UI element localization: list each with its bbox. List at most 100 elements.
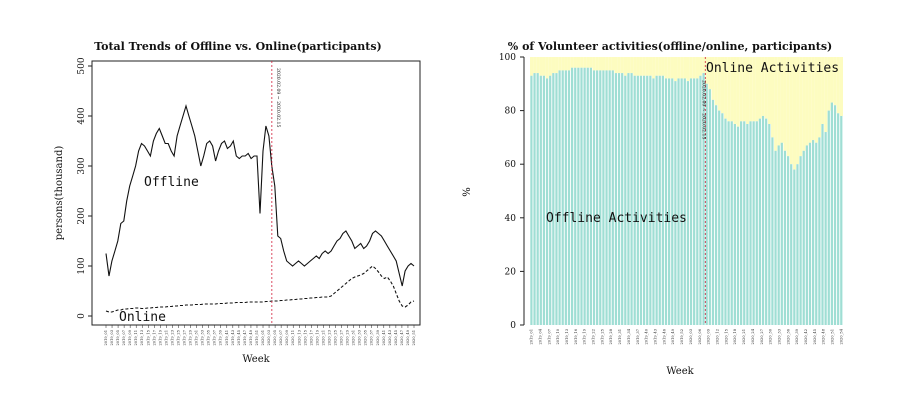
bar-online — [833, 57, 837, 106]
left-x-tick-label: 2020_05 — [273, 329, 277, 345]
right-x-tick-label: 2020_24 — [751, 328, 755, 344]
bar-online — [545, 57, 549, 79]
bar-offline — [570, 67, 574, 325]
right-series — [530, 57, 843, 326]
left-x-tick-label: 2020_11 — [291, 330, 295, 346]
right-x-tick-label: 2020_45 — [813, 328, 817, 344]
bar-online — [745, 57, 750, 124]
bar-offline — [786, 156, 790, 325]
bar-offline — [605, 70, 608, 326]
line-series-online — [105, 265, 415, 313]
left-y-tick-label: 400 — [77, 107, 87, 124]
bar-online — [758, 57, 762, 119]
bar-offline — [677, 78, 680, 325]
bar-offline — [652, 78, 655, 325]
left-x-tick-label: 2020_07 — [279, 329, 283, 345]
bar-offline — [636, 75, 639, 325]
left-x-tick-label: 2019_33 — [201, 329, 205, 345]
left-plot-frame — [91, 60, 421, 326]
left-x-tick-label: 2019_01 — [104, 330, 108, 346]
right-x-tick-label: 2019_22 — [592, 329, 596, 345]
bar-online — [598, 57, 602, 71]
bar-offline — [683, 78, 686, 325]
bar-online — [564, 57, 568, 71]
bar-online — [689, 57, 693, 79]
bar-online — [780, 57, 784, 143]
bar-offline — [642, 75, 646, 325]
right-chart-title: % of Volunteer activities(offline/online… — [508, 40, 832, 53]
bar-offline — [561, 70, 564, 326]
bar-offline — [671, 78, 674, 325]
bar-online — [645, 57, 649, 76]
bar-online — [652, 57, 656, 79]
bar-offline — [711, 99, 715, 325]
bar-online — [736, 57, 740, 127]
bar-online — [601, 57, 606, 71]
bar-offline — [793, 169, 796, 325]
left-y-tick-label: 0 — [77, 313, 87, 319]
right-y-axis: 0 20 40 60 80 100 — [499, 53, 525, 331]
bar-online — [592, 57, 596, 71]
left-annotation-online: Online — [119, 310, 166, 325]
bar-offline — [768, 124, 771, 325]
bar-online — [702, 57, 706, 74]
right-x-tick-label: 2019_37 — [636, 328, 640, 344]
left-x-tick-label: 2019_15 — [146, 329, 150, 345]
bar-offline — [746, 124, 749, 325]
bar-offline — [639, 75, 643, 325]
bar-online — [608, 57, 612, 71]
bar-offline — [614, 73, 618, 325]
bar-offline — [680, 78, 683, 325]
left-x-tick-label: 2020_09 — [285, 329, 289, 345]
right-x-axis-label: Week — [666, 366, 694, 377]
bar-online — [648, 57, 653, 76]
left-x-tick-label: 2019_17 — [152, 329, 156, 345]
bar-online — [764, 57, 768, 119]
bar-offline — [733, 124, 736, 325]
bar-offline — [674, 81, 677, 326]
right-x-tick-label: 2019_40 — [645, 328, 649, 344]
left-y-tick-label: 200 — [77, 207, 87, 224]
bar-offline — [749, 121, 752, 325]
left-x-tick-label: 2020_29 — [346, 329, 350, 345]
right-x-tick-label: 2020_21 — [742, 329, 746, 345]
left-x-tick-label: 2020_43 — [388, 329, 392, 345]
left-x-tick-label: 2020_03 — [267, 329, 271, 345]
bar-offline — [586, 67, 589, 325]
bar-offline — [824, 132, 827, 325]
bar-online — [733, 57, 737, 124]
bar-offline — [630, 73, 633, 325]
bar-offline — [815, 142, 818, 325]
bar-offline — [545, 78, 549, 325]
bar-online — [808, 57, 812, 143]
bar-offline — [624, 75, 627, 325]
bar-online — [717, 57, 721, 111]
right-y-tick-label: 100 — [499, 53, 516, 63]
bar-online — [555, 57, 559, 74]
bar-online — [617, 57, 621, 74]
bar-online — [570, 57, 574, 68]
bar-online — [724, 57, 728, 119]
bar-online — [670, 57, 674, 79]
left-x-tick-label: 2019_11 — [134, 330, 138, 346]
left-x-tick-label: 2020_39 — [376, 329, 380, 345]
bar-offline — [780, 142, 783, 325]
left-x-axis: 2019_01 2019_03 2019_05 2019_07 2019_09 2019_… — [104, 325, 416, 346]
left-x-tick-label: 2019_43 — [231, 329, 235, 345]
right-y-tick-label: 20 — [505, 267, 517, 277]
right-x-tick-label: 2020_12 — [715, 329, 719, 345]
bar-offline — [808, 142, 812, 325]
bar-offline — [592, 70, 596, 326]
bar-online — [727, 57, 731, 122]
bar-online — [683, 57, 687, 79]
bar-online — [796, 57, 800, 165]
right-y-tick-label: 0 — [510, 321, 516, 331]
left-x-tick-label: 2019_27 — [183, 329, 187, 345]
bar-online — [639, 57, 643, 76]
left-y-tick-label: 500 — [77, 57, 87, 74]
left-x-tick-label: 2020_19 — [315, 329, 319, 345]
bar-offline — [714, 105, 718, 326]
right-x-tick-label: 2020_42 — [804, 329, 808, 345]
left-x-tick-label: 2020_51 — [412, 330, 416, 346]
